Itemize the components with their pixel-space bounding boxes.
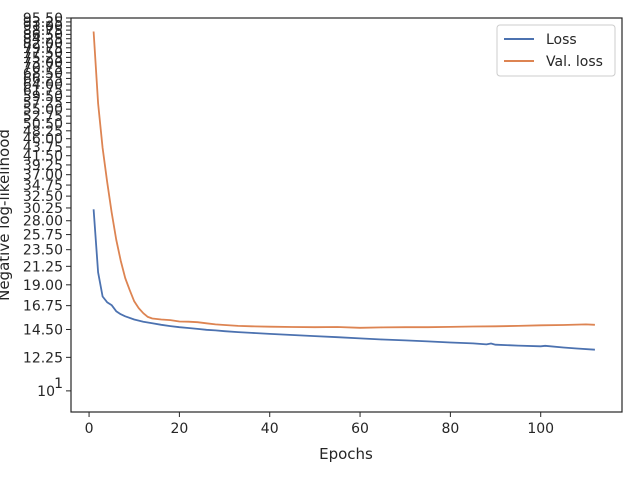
series-line-loss <box>92 209 595 351</box>
series-line-val-loss <box>92 31 595 329</box>
y-tick-label: 59.50 <box>23 89 63 105</box>
y-axis: 10 1 12.25 14.50 16.75 19.00 21.2523.5025.7528… <box>23 11 71 400</box>
y-tick-label: 10 <box>37 384 55 400</box>
y-tick-label: 88.75 <box>23 23 63 39</box>
x-axis-label: Epochs <box>319 445 373 463</box>
y-tick-label: 14.50 <box>23 322 63 338</box>
y-tick-label: 75.25 <box>23 50 63 66</box>
y-tick-label: 64.00 <box>23 77 63 93</box>
y-tick-label: 66.25 <box>23 71 63 87</box>
x-tick-label: 20 <box>170 421 188 437</box>
y-tick-label-exponent: 1 <box>54 376 63 392</box>
y-tick-label: 82.00 <box>23 36 63 52</box>
plot-area <box>70 17 623 413</box>
legend-label-val-loss: Val. loss <box>546 54 603 70</box>
y-tick-label: 16.75 <box>23 299 63 315</box>
y-tick-label: 25.75 <box>23 228 63 244</box>
x-tick-label: 80 <box>441 421 459 437</box>
y-tick-label: 57.25 <box>23 96 63 112</box>
y-axis-label: Negative log-likelihood <box>0 129 13 301</box>
series-layer <box>92 31 595 351</box>
y-tick-label: 12.25 <box>23 350 63 366</box>
y-tick-label: 95.50 <box>23 11 63 27</box>
y-tick-label: 93.25 <box>23 15 63 31</box>
y-tick-label: 37.00 <box>23 168 63 184</box>
y-tick-label: 41.50 <box>23 149 63 165</box>
y-tick-label: 84.25 <box>23 32 63 48</box>
y-tick-label: 23.50 <box>23 243 63 259</box>
y-tick-label: 68.50 <box>23 66 63 82</box>
y-tick-label: 50.50 <box>23 116 63 132</box>
y-tick-label: 73.00 <box>23 55 63 71</box>
legend-label-loss: Loss <box>546 32 577 48</box>
legend: Loss Val. loss <box>496 24 616 77</box>
y-tick-label: 28.00 <box>23 214 63 230</box>
y-tick-label: 43.75 <box>23 140 63 156</box>
x-tick-label: 60 <box>351 421 369 437</box>
legend-box <box>496 24 616 77</box>
y-tick-label: 55.00 <box>23 102 63 118</box>
y-tick-label: 86.50 <box>23 27 63 43</box>
y-tick-label: 32.50 <box>23 189 63 205</box>
y-tick-label: 46.00 <box>23 132 63 148</box>
y-tick-label: 91.00 <box>23 19 63 35</box>
x-tick-label: 40 <box>261 421 279 437</box>
x-tick-label: 0 <box>85 421 94 437</box>
y-tick-label: 34.75 <box>23 178 63 194</box>
y-tick-label: 77.50 <box>23 46 63 62</box>
y-tick-label: 70.75 <box>23 61 63 77</box>
y-tick-label: 19.00 <box>23 278 63 294</box>
y-tick-label: 79.75 <box>23 41 63 57</box>
y-tick-label: 61.75 <box>23 83 63 99</box>
x-axis: 0 20 40 60 80 100 <box>85 412 554 437</box>
y-tick-label: 52.75 <box>23 109 63 125</box>
x-tick-label: 100 <box>527 421 554 437</box>
y-tick-label: 30.25 <box>23 201 63 217</box>
y-tick-label: 39.25 <box>23 158 63 174</box>
y-tick-label: 48.25 <box>23 124 63 140</box>
y-tick-label: 21.25 <box>23 259 63 275</box>
